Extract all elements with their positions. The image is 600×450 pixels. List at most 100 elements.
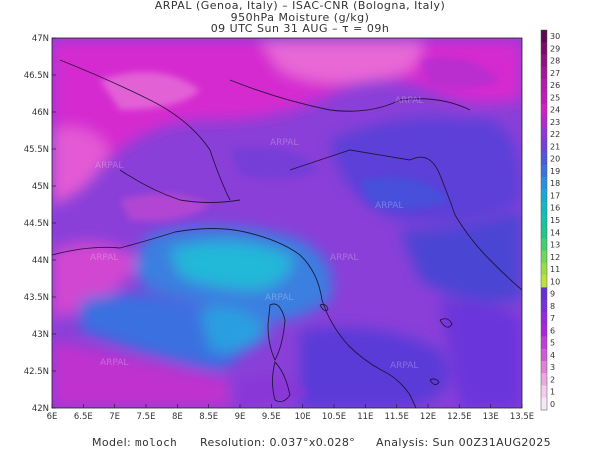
longitude-label: 12E xyxy=(420,412,436,422)
latitude-labels: 47N 46.5N 46N 45.5N 45N 44.5N 44N 43.5N 43N 42.5N… xyxy=(24,34,49,414)
latitude-label: 42N xyxy=(32,404,49,414)
longitude-label: 13E xyxy=(483,412,499,422)
map-title-time: 09 UTC Sun 31 AUG – τ = 09h xyxy=(210,22,390,35)
colorbar-swatch xyxy=(541,262,547,276)
colorbar-swatch xyxy=(541,42,547,55)
latitude-label: 43N xyxy=(32,330,49,340)
colorbar-swatch xyxy=(541,373,547,386)
colorbar-swatch xyxy=(541,30,547,43)
colorbar-label: 21 xyxy=(550,142,560,151)
colorbar-label: 17 xyxy=(550,191,560,200)
moisture-colorbar xyxy=(540,29,548,411)
colorbar-swatch xyxy=(541,91,547,104)
colorbar-swatch xyxy=(541,397,547,411)
colorbar-label: 16 xyxy=(550,204,560,213)
colorbar-swatch xyxy=(541,299,547,313)
colorbar-label: 23 xyxy=(550,118,560,127)
colorbar-label: 10 xyxy=(550,277,560,286)
colorbar-labels: 3029282726252423222120191817161514131211… xyxy=(550,32,560,409)
longitude-label: 6E xyxy=(47,412,58,422)
colorbar-label: 28 xyxy=(550,57,560,66)
colorbar-swatch xyxy=(541,226,547,239)
colorbar-label: 13 xyxy=(550,241,560,250)
colorbar-swatch xyxy=(541,79,547,92)
resolution-value: 0.037°x0.028° xyxy=(269,436,356,449)
longitude-label: 8.5E xyxy=(199,412,218,422)
colorbar-label: 11 xyxy=(550,265,560,274)
colorbar-label: 9 xyxy=(550,290,555,299)
colorbar-swatch xyxy=(541,103,547,117)
watermark-text: ARPAL xyxy=(375,201,403,211)
longitude-label: 10.5E xyxy=(322,412,346,422)
colorbar-frame xyxy=(540,29,548,411)
model-value: moloch xyxy=(135,436,178,449)
colorbar-label: 4 xyxy=(550,351,555,360)
colorbar-swatch xyxy=(541,140,547,153)
footer-resolution: Resolution: 0.037°x0.028° xyxy=(200,436,355,449)
colorbar-swatch xyxy=(541,128,547,141)
watermark-text: ARPAL xyxy=(390,361,418,371)
colorbar-label: 30 xyxy=(550,32,560,41)
model-label: Model: xyxy=(92,436,132,449)
colorbar-label: 19 xyxy=(550,167,560,176)
colorbar-swatch xyxy=(541,152,547,166)
colorbar-label: 2 xyxy=(550,375,555,384)
latitude-label: 42.5N xyxy=(24,367,49,377)
colorbar-label: 7 xyxy=(550,314,555,323)
longitude-label: 7E xyxy=(109,412,120,422)
analysis-label: Analysis: xyxy=(376,436,429,449)
watermark-text: ARPAL xyxy=(270,138,298,148)
colorbar-swatch xyxy=(541,189,547,203)
colorbar-label: 3 xyxy=(550,363,555,372)
colorbar-swatch xyxy=(541,164,547,178)
longitude-label: 13.5E xyxy=(510,412,534,422)
colorbar-label: 24 xyxy=(550,106,560,115)
longitude-label: 12.5E xyxy=(447,412,471,422)
colorbar-label: 12 xyxy=(550,253,560,262)
colorbar-label: 25 xyxy=(550,93,560,102)
analysis-value: Sun 00Z31AUG2025 xyxy=(432,436,551,449)
colorbar-label: 14 xyxy=(550,228,560,237)
colorbar-swatch xyxy=(541,238,547,252)
colorbar-swatch xyxy=(541,311,547,325)
colorbar-swatch xyxy=(541,385,547,399)
map-title-agency: ARPAL (Genoa, Italy) – ISAC-CNR (Bologna… xyxy=(154,0,446,12)
colorbar-label: 20 xyxy=(550,155,560,164)
colorbar-swatch xyxy=(541,250,547,264)
latitude-label: 45.5N xyxy=(24,145,49,155)
longitude-label: 7.5E xyxy=(137,412,156,422)
colorbar-label: 27 xyxy=(550,69,560,78)
colorbar-swatch xyxy=(541,54,547,68)
colorbar-label: 26 xyxy=(550,81,560,90)
colorbar-swatch xyxy=(541,348,547,362)
latitude-label: 44N xyxy=(32,256,49,266)
latitude-label: 45N xyxy=(32,182,49,192)
latitude-label: 46N xyxy=(32,108,49,118)
longitude-label: 10E xyxy=(295,412,311,422)
watermark-text: ARPAL xyxy=(90,253,118,263)
watermark-text: ARPAL xyxy=(330,253,358,263)
watermark-text: ARPAL xyxy=(100,358,128,368)
axis-ticks xyxy=(51,37,523,409)
colorbar-label: 5 xyxy=(550,339,555,348)
longitude-label: 9E xyxy=(235,412,246,422)
colorbar-swatch xyxy=(541,201,547,215)
longitude-label: 8E xyxy=(172,412,183,422)
colorbar-swatch xyxy=(541,115,547,129)
watermark-text: ARPAL xyxy=(265,293,293,303)
watermark-text: ARPAL xyxy=(95,161,123,171)
colorbar-swatch xyxy=(541,275,547,288)
colorbar-swatch xyxy=(541,324,547,337)
latitude-label: 44.5N xyxy=(24,219,49,229)
map-title-variable: 950hPa Moisture (g/kg) xyxy=(230,11,370,24)
footer-analysis: Analysis: Sun 00Z31AUG2025 xyxy=(376,436,551,449)
longitude-label: 11E xyxy=(357,412,373,422)
colorbar-label: 15 xyxy=(550,216,560,225)
colorbar-label: 1 xyxy=(550,388,555,397)
colorbar-swatch xyxy=(541,213,547,227)
colorbar-swatch xyxy=(541,66,547,80)
latitude-label: 43.5N xyxy=(24,293,49,303)
colorbar-label: 22 xyxy=(550,130,560,139)
resolution-label: Resolution: xyxy=(200,436,266,449)
